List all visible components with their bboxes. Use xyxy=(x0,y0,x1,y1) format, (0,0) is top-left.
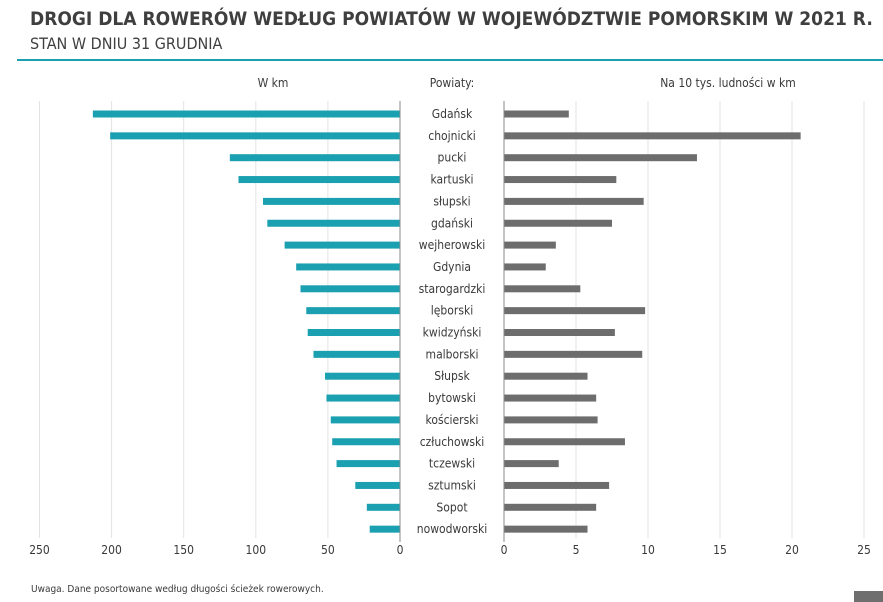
category-label: człuchowski xyxy=(420,435,485,449)
bar-km xyxy=(92,110,400,118)
bar-per-10k xyxy=(504,197,644,205)
bar-km xyxy=(366,503,400,511)
tick-label-left: 100 xyxy=(245,543,266,557)
category-label: Gdańsk xyxy=(432,107,473,121)
tick-label-right: 25 xyxy=(857,543,871,557)
tick-label-left: 200 xyxy=(101,543,122,557)
bar-km xyxy=(229,154,400,162)
tick-label-left: 0 xyxy=(397,543,404,557)
category-label: lęborski xyxy=(431,304,473,318)
bar-km xyxy=(110,132,401,140)
left-panel-label: W km xyxy=(258,76,289,90)
category-label: gdański xyxy=(431,216,473,230)
bar-km xyxy=(284,241,400,249)
category-label: nowodworski xyxy=(417,522,487,536)
bar-per-10k xyxy=(504,241,556,249)
bar-per-10k xyxy=(504,438,625,446)
category-label: starogardzki xyxy=(419,282,486,296)
category-label: sztumski xyxy=(428,478,476,492)
bar-per-10k xyxy=(504,460,559,468)
bar-km xyxy=(325,372,400,380)
bar-km xyxy=(313,350,400,358)
category-label: kościerski xyxy=(426,413,479,427)
category-header: Powiaty: xyxy=(430,76,475,90)
bar-km xyxy=(330,416,400,424)
category-label: Gdynia xyxy=(433,260,471,274)
bar-per-10k xyxy=(504,110,569,118)
bar-km xyxy=(332,438,400,446)
bar-per-10k xyxy=(504,416,598,424)
bar-km xyxy=(307,329,400,336)
bar-per-10k xyxy=(504,503,597,511)
bar-km xyxy=(355,481,400,489)
tick-label-right: 20 xyxy=(785,543,799,557)
bar-km xyxy=(296,263,400,271)
bar-per-10k xyxy=(504,481,610,489)
tick-label-left: 50 xyxy=(321,543,335,557)
bar-per-10k xyxy=(504,350,643,358)
tick-label-right: 15 xyxy=(713,543,727,557)
category-label: pucki xyxy=(438,151,467,165)
chart-title: DROGI DLA ROWERÓW WEDŁUG POWIATÓW W WOJE… xyxy=(30,8,873,30)
category-label: Słupsk xyxy=(434,369,470,383)
category-label: słupski xyxy=(433,194,470,208)
bar-km xyxy=(263,197,400,205)
category-label: chojnicki xyxy=(428,129,475,143)
bar-km xyxy=(306,307,400,315)
tick-label-left: 150 xyxy=(173,543,194,557)
category-label: bytowski xyxy=(428,391,476,405)
tick-label-left: 250 xyxy=(29,543,50,557)
category-label: Sopot xyxy=(436,500,467,514)
bar-per-10k xyxy=(504,219,612,227)
bar-km xyxy=(326,394,400,402)
bar-per-10k xyxy=(504,132,801,140)
bar-per-10k xyxy=(504,263,546,271)
tick-label-right: 0 xyxy=(501,543,508,557)
category-label: wejherowski xyxy=(419,238,485,252)
bar-per-10k xyxy=(504,307,646,315)
bar-per-10k xyxy=(504,525,588,533)
bar-per-10k xyxy=(504,372,588,380)
bar-per-10k xyxy=(504,394,597,402)
footnote: Uwaga. Dane posortowane według długości … xyxy=(31,584,324,595)
bar-per-10k xyxy=(504,176,617,184)
corner-tab[interactable] xyxy=(854,591,883,602)
bar-km xyxy=(336,460,400,468)
category-label: kwidzyński xyxy=(423,326,482,340)
bar-per-10k xyxy=(504,154,697,162)
right-panel-label: Na 10 tys. ludności w km xyxy=(660,76,796,90)
bar-per-10k xyxy=(504,329,615,336)
bar-km xyxy=(300,285,400,293)
category-label: malborski xyxy=(426,347,479,361)
bar-km xyxy=(267,219,400,227)
tick-label-right: 10 xyxy=(641,543,655,557)
category-label: tczewski xyxy=(429,457,475,471)
title-divider xyxy=(17,59,883,61)
tick-label-right: 5 xyxy=(573,543,580,557)
category-label: kartuski xyxy=(430,173,473,187)
bar-per-10k xyxy=(504,285,581,293)
bar-km xyxy=(238,176,400,184)
chart-subtitle: STAN W DNIU 31 GRUDNIA xyxy=(30,34,223,53)
bar-km xyxy=(369,525,400,533)
